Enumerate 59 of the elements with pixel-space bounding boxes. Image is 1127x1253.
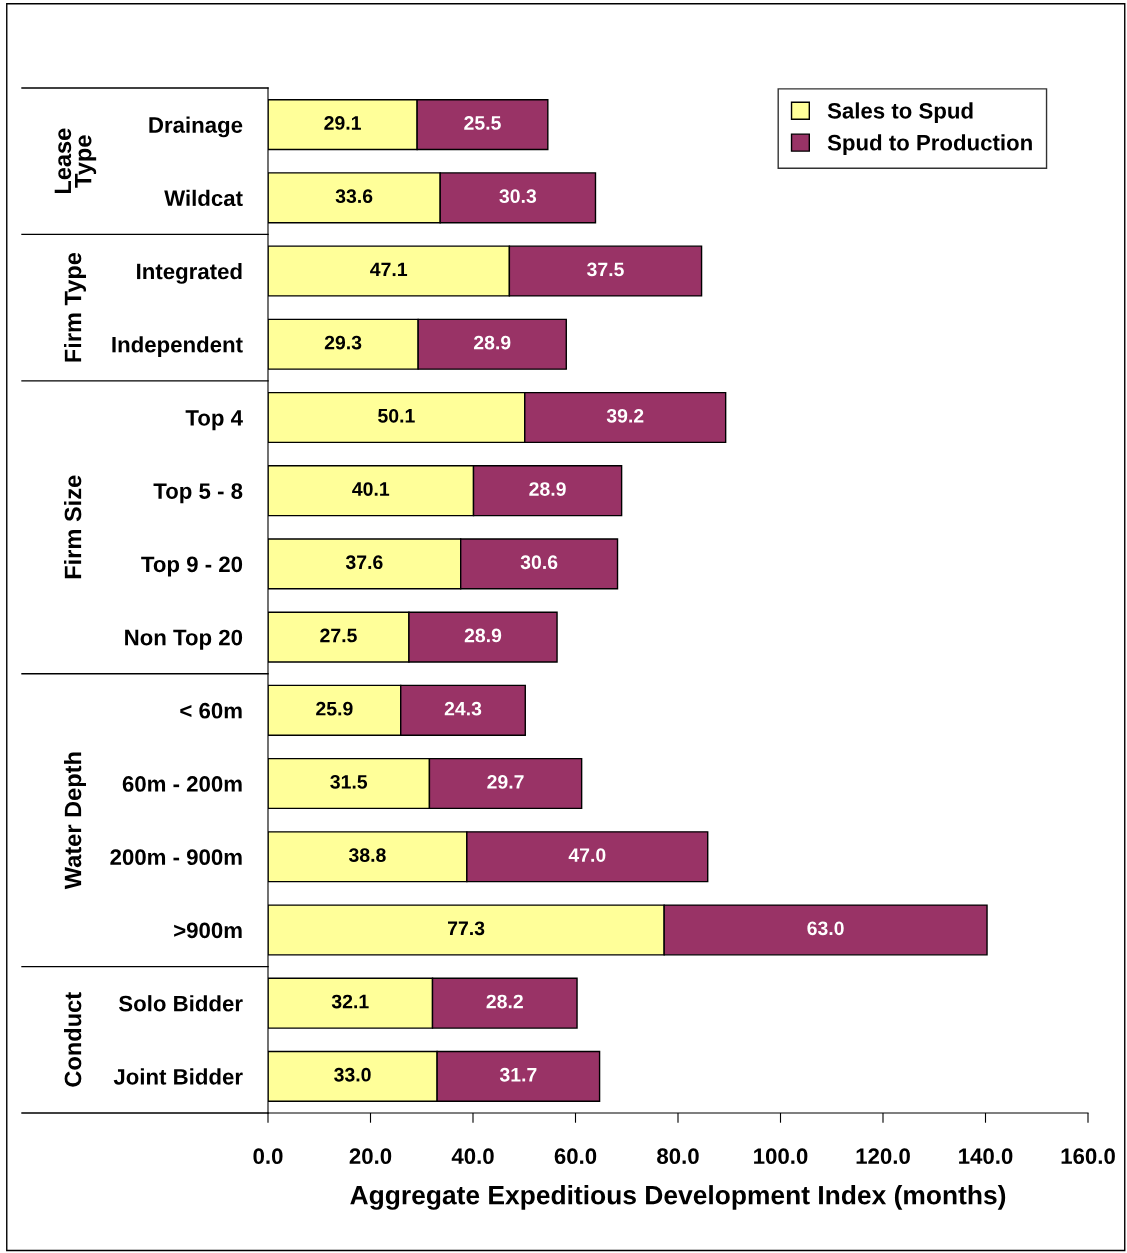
data-label: 63.0 (807, 921, 844, 936)
x-tick-label: 160.0 (1061, 1148, 1115, 1165)
y-tick-label: Independent (112, 336, 243, 357)
data-label: 28.9 (464, 628, 502, 643)
y-tick-label: Integrated (137, 262, 242, 284)
y-tick-label: >900m (174, 922, 242, 939)
data-label: 31.5 (330, 774, 368, 789)
y-tick-label: Top 9 - 20 (141, 556, 243, 577)
data-label: 37.6 (345, 555, 383, 570)
data-label: 25.9 (316, 701, 353, 716)
y-tick-label: Top 5 - 8 (153, 483, 243, 504)
y-tick-label: Drainage (149, 116, 243, 138)
y-tick-label: < 60m (180, 702, 242, 719)
data-label: 33.6 (335, 189, 373, 204)
x-axis-title: Aggregate Expeditious Development Index (months) (350, 1185, 1006, 1210)
text: Water Depth (64, 752, 86, 890)
data-label: 38.8 (348, 848, 386, 862)
x-tick-label: 120.0 (856, 1148, 910, 1165)
x-tick-label: 0.0 (253, 1148, 283, 1165)
y-tick-label: Non Top 20 (125, 629, 243, 650)
text: Firm Size (64, 475, 82, 579)
y-tick-label: Wildcat (164, 189, 243, 207)
data-label: 30.6 (520, 555, 558, 570)
data-label: 47.0 (568, 848, 606, 862)
x-tick-label: 80.0 (657, 1148, 699, 1165)
x-tick-label: 60.0 (554, 1148, 597, 1165)
data-label: 47.1 (370, 262, 408, 277)
y-tick-label: Solo Bidder (118, 995, 243, 1012)
data-label: 28.9 (529, 482, 566, 496)
data-label: 29.3 (324, 335, 362, 350)
x-tick-label: 40.0 (451, 1148, 494, 1165)
data-label: 24.3 (444, 701, 482, 716)
data-label: 40.1 (352, 482, 390, 496)
x-tick-label: 100.0 (754, 1148, 808, 1165)
data-label: 50.1 (378, 408, 415, 423)
data-label: 30.3 (499, 189, 537, 204)
y-tick-label: 60m - 200m (122, 776, 242, 792)
y-tick-label: 200m - 900m (110, 849, 242, 866)
data-label: 29.7 (487, 774, 524, 789)
data-label: 28.2 (486, 994, 523, 1009)
data-label: 28.9 (473, 335, 511, 350)
data-label: 32.1 (331, 994, 369, 1009)
legend-label: Sales to Spud (827, 102, 973, 124)
data-label: 33.0 (334, 1067, 371, 1082)
data-label: 39.2 (606, 408, 644, 423)
text: Conduct (64, 992, 82, 1087)
x-tick-label: 140.0 (959, 1148, 1013, 1165)
legend-label: Spud to Production (827, 134, 1032, 155)
y-tick-label: Joint Bidder (113, 1068, 243, 1085)
data-label: 37.5 (587, 262, 624, 277)
x-tick-label: 20.0 (349, 1148, 392, 1165)
data-label: 31.7 (499, 1067, 537, 1082)
data-label: 27.5 (320, 628, 357, 643)
text: Lease Type (54, 128, 97, 194)
data-label: 25.5 (464, 116, 501, 130)
data-label: 29.1 (324, 116, 361, 130)
data-label: 77.3 (448, 921, 485, 936)
y-tick-label: Top 4 (185, 410, 243, 431)
text: Firm Type (64, 252, 86, 362)
